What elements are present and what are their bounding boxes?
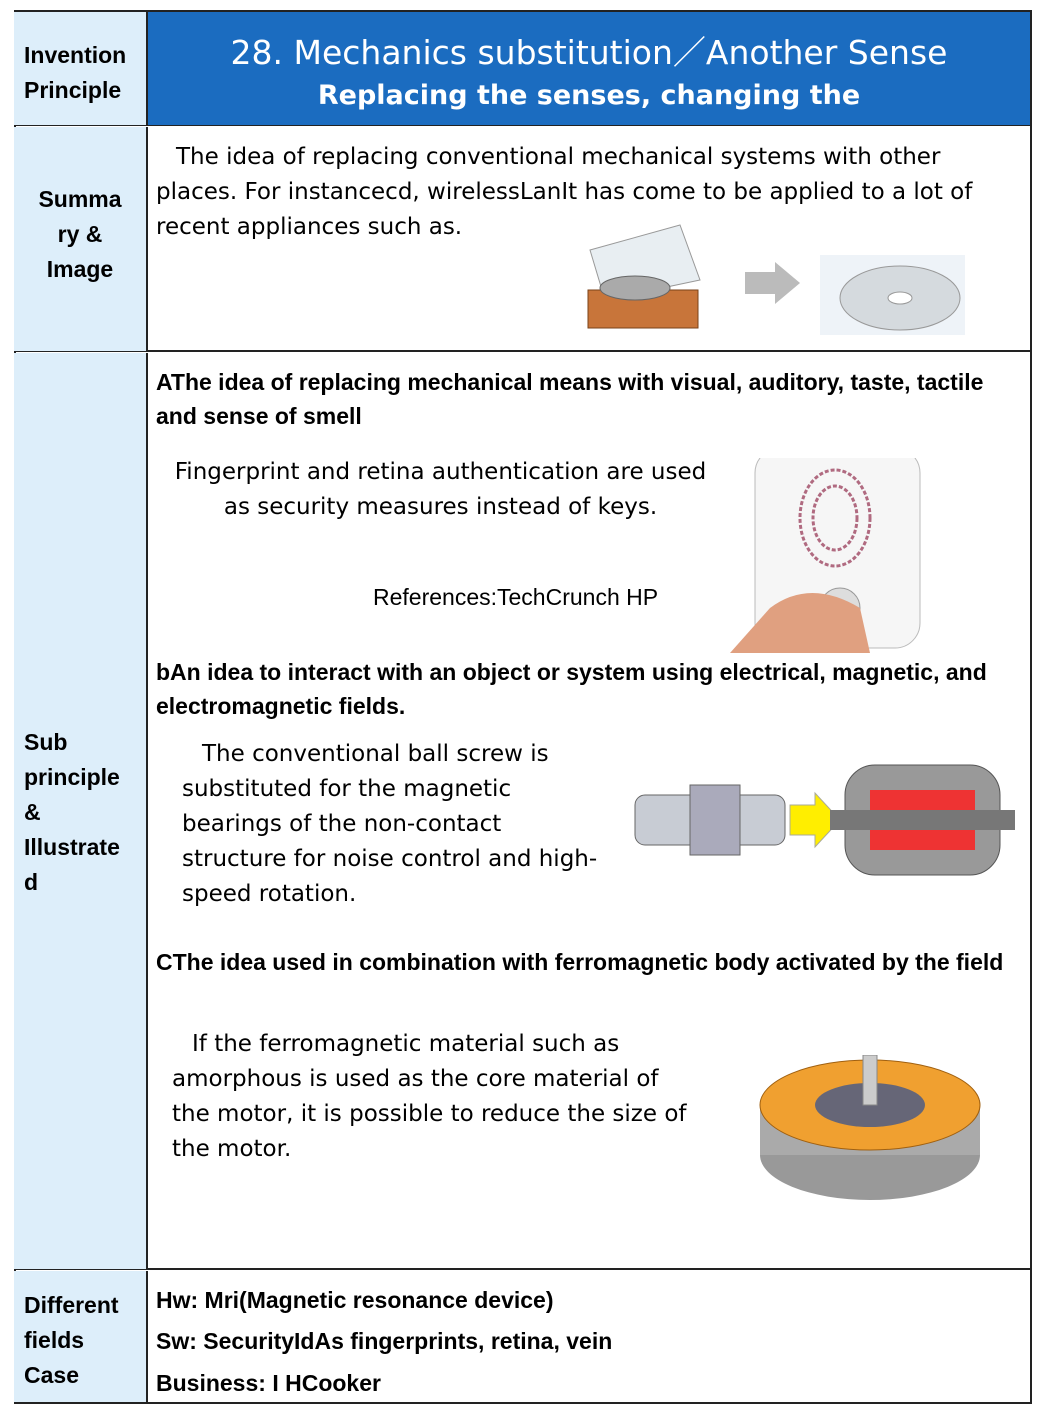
fingerprint-image bbox=[730, 458, 921, 653]
label: Different fields Case bbox=[24, 1292, 119, 1388]
sub-text: If the ferromagnetic material such as am… bbox=[172, 1031, 687, 1162]
sub-heading: CThe idea used in combination with ferro… bbox=[156, 949, 1004, 975]
title-cell: 28. Mechanics substitution／Another Sense… bbox=[148, 12, 1030, 125]
case: Sw: SecurityIdAs fingerprints, retina, v… bbox=[156, 1328, 613, 1354]
label: Invention Principle bbox=[24, 42, 127, 103]
label-cell: Invention Principle bbox=[14, 12, 148, 125]
header-row bbox=[14, 10, 1032, 126]
summary-images bbox=[587, 224, 965, 335]
sub-row bbox=[14, 352, 1032, 1270]
title: 28. Mechanics substitution／Another Sense bbox=[230, 33, 948, 72]
subtitle: Replacing the senses, changing the bbox=[317, 80, 861, 111]
label: Summary & Image bbox=[38, 186, 122, 282]
bearing-image bbox=[634, 764, 1015, 876]
sub-heading: AThe idea of replacing mechanical means … bbox=[156, 369, 984, 429]
motor-image bbox=[759, 1055, 981, 1200]
sub-heading: bAn idea to interact with an object or s… bbox=[156, 659, 987, 719]
summary-row bbox=[14, 126, 1032, 352]
reference: References:TechCrunch HP bbox=[373, 584, 659, 610]
sub-text: Fingerprint and retina authentication ar… bbox=[174, 459, 707, 520]
label-cell: Different fields Case bbox=[14, 1271, 148, 1402]
case: Business: I HCooker bbox=[156, 1370, 381, 1396]
sub-text: The conventional ball screw is substitut… bbox=[182, 741, 598, 907]
label-cell: Summary & Image bbox=[14, 127, 148, 351]
label-cell: Sub principle & Illustrated bbox=[14, 353, 148, 1269]
case: Hw: Mri(Magnetic resonance device) bbox=[156, 1287, 554, 1313]
summary-text: The idea of replacing conventional mecha… bbox=[156, 144, 973, 240]
label: Sub principle & Illustrated bbox=[24, 729, 120, 895]
